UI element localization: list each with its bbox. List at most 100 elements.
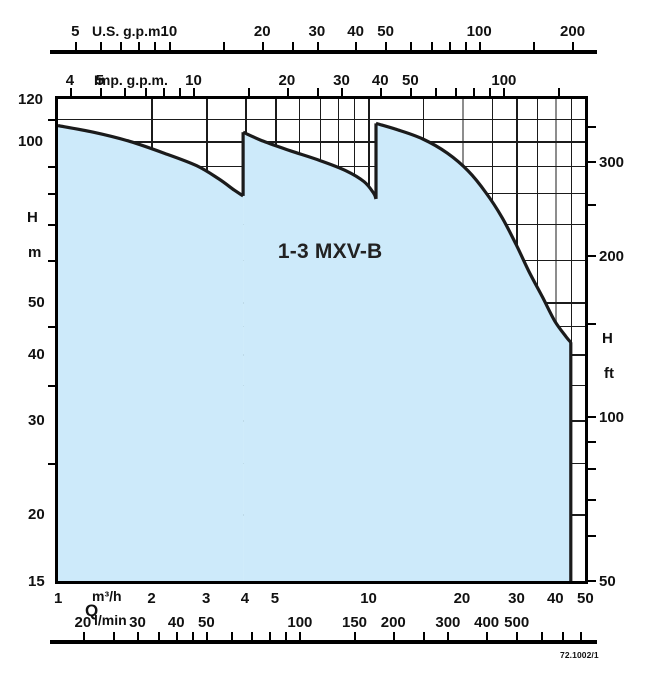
x-axis-unit-lmin: l/min [94,612,127,628]
y-left-tick-30: 30 [28,412,45,430]
y-left-minor-tick [48,462,55,465]
bottom-scale-tick [191,632,194,640]
top-imp-scale-tick [124,88,127,96]
bottom-scale-tick [516,632,519,640]
top-imp-scale-tick [286,88,289,96]
top-scale-tick [138,42,141,50]
x-bottom-lmin-tick-40: 40 [167,614,185,631]
top-imp-scale-tick [489,88,492,96]
y-right-minor-tick [588,204,596,207]
x-top-us-tick-100: 100 [466,23,492,40]
bottom-scale-tick [230,632,233,640]
gridline-horizontal [58,141,585,144]
x-top-imp-tick-30: 30 [333,72,350,89]
x-top-imp-tick-10: 10 [185,72,202,89]
y-right-minor-tick [588,126,596,129]
envelope-curve-segment [242,130,378,200]
bottom-scale-tick [486,632,489,640]
y-right-minor-tick [588,441,596,444]
top-scale-tick [75,42,78,50]
y-left-minor-tick [48,223,55,226]
top-imp-scale-tick [455,88,458,96]
y-left-tick-40: 40 [28,345,45,363]
y-left-tick-15: 15 [28,573,45,590]
y-right-tick-mark [588,254,596,257]
x-bottom-tick-4: 4 [240,590,250,607]
top-scale-tick [99,42,102,50]
chart-title: 1-3 MXV-B [277,240,383,264]
x-top-us-tick-20: 20 [253,23,271,40]
bottom-scale-tick [206,632,208,640]
y-left-minor-tick [48,193,55,195]
bottom-scale-tick [422,632,425,640]
top-scale-tick [448,42,451,50]
x-bottom-lmin-tick-50: 50 [197,614,215,631]
y-right-tick-50: 50 [599,573,616,590]
bottom-scale-tick [447,632,450,640]
top-scale-tick [533,42,536,50]
x-bottom-tick-40: 40 [546,590,564,607]
top-imp-scale-tick [558,88,560,96]
x-top-us-tick-50: 50 [377,23,394,40]
top-scale-tick [223,42,226,50]
bottom-scale-tick [561,632,564,640]
x-bottom-tick-10: 10 [360,590,377,607]
top-axis-unit-us-gpm: U.S. g.p.m. [92,23,165,39]
y-right-minor-tick [588,499,596,502]
gridline-vertical [570,99,572,581]
top-scale-tick [316,42,319,50]
bottom-scale-rule [50,640,597,644]
y-left-axis-unit: m [28,244,42,261]
reference-code: 72.1002/1 [560,650,599,660]
top-scale-tick [572,42,575,50]
chart-plot-area [55,96,588,584]
y-left-minor-tick [48,119,55,122]
bottom-scale-tick [251,632,254,640]
x-bottom-tick-3: 3 [201,590,211,607]
y-right-tick-300: 300 [599,154,625,171]
top-scale-tick [478,42,481,50]
x-bottom-tick-2: 2 [147,590,156,607]
bottom-scale-tick [285,632,288,640]
x-bottom-tick-50: 50 [577,590,594,607]
top-scale-tick [154,42,157,50]
x-top-us-tick-200: 200 [560,23,586,40]
x-axis-label-q: Q [85,601,99,620]
gridline-horizontal [58,119,585,121]
x-top-imp-tick-4: 4 [65,72,75,89]
envelope-curve-segment [58,124,244,198]
x-top-imp-tick-20: 20 [278,72,296,89]
top-imp-scale-tick [163,88,166,96]
top-imp-scale-tick [179,88,181,96]
bottom-scale-tick [269,632,272,640]
envelope-fill-segment [58,125,244,581]
top-imp-scale-tick [503,88,506,96]
top-scale-tick [409,42,412,50]
envelope-fill-segment [243,132,376,581]
bottom-scale-tick [175,632,178,640]
y-left-tick-100: 100 [18,133,44,151]
x-top-us-tick-5: 5 [71,23,80,40]
y-right-minor-tick [588,468,596,471]
top-imp-scale-tick [99,88,102,96]
top-imp-scale-tick [193,88,196,96]
bottom-scale-tick [540,632,543,640]
y-right-tick-100: 100 [599,408,625,426]
y-right-minor-tick [588,322,596,325]
x-bottom-lmin-tick-200: 200 [380,614,406,631]
top-axis-unit-imp-gpm: Imp. g.p.m. [94,72,168,88]
y-right-axis-unit: ft [604,365,614,382]
top-scale-tick [430,42,433,50]
top-scale-tick [464,42,467,50]
top-imp-scale-tick [316,88,319,96]
y-right-axis-label: H [602,330,613,347]
y-left-minor-tick [48,326,55,329]
y-left-tick-20: 20 [28,506,45,524]
top-imp-scale-tick [473,88,476,96]
bottom-scale-tick [137,632,140,640]
x-top-us-tick-40: 40 [347,23,364,40]
top-imp-scale-tick [434,88,437,96]
top-scale-tick [120,42,123,50]
bottom-scale-tick [82,632,85,640]
y-left-minor-tick [48,165,55,168]
